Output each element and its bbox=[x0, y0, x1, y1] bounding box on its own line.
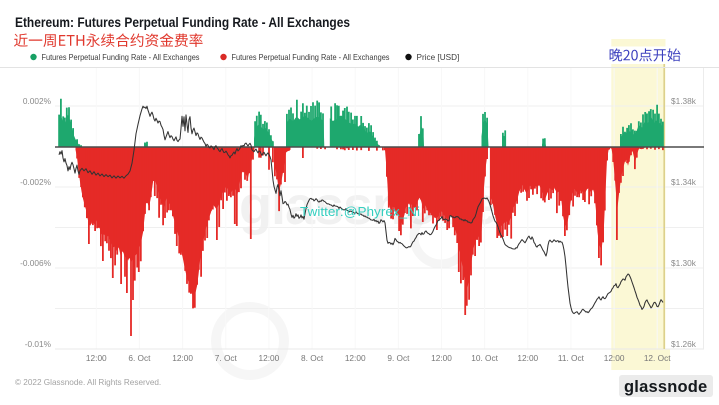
svg-text:12:00: 12:00 bbox=[172, 353, 193, 363]
svg-text:Twitter:@Phyrex_Ni: Twitter:@Phyrex_Ni bbox=[300, 204, 420, 219]
svg-text:Futures Perpetual Funding Rate: Futures Perpetual Funding Rate - All Exc… bbox=[42, 53, 200, 62]
svg-text:glassnode: glassnode bbox=[624, 378, 707, 396]
svg-text:12:00: 12:00 bbox=[517, 353, 538, 363]
svg-text:6. Oct: 6. Oct bbox=[128, 353, 151, 363]
svg-text:Futures Perpetual Funding Rate: Futures Perpetual Funding Rate - All Exc… bbox=[232, 53, 390, 62]
svg-text:0.002%: 0.002% bbox=[23, 96, 52, 106]
svg-text:-0.006%: -0.006% bbox=[20, 258, 52, 268]
svg-text:Ethereum: Futures Perpetual Fu: Ethereum: Futures Perpetual Funding Rate… bbox=[15, 14, 350, 30]
svg-text:$1.34k: $1.34k bbox=[671, 177, 697, 187]
svg-text:7. Oct: 7. Oct bbox=[215, 353, 238, 363]
svg-text:12:00: 12:00 bbox=[431, 353, 452, 363]
svg-text:$1.30k: $1.30k bbox=[671, 258, 697, 268]
svg-text:9. Oct: 9. Oct bbox=[387, 353, 410, 363]
svg-text:12. Oct: 12. Oct bbox=[644, 353, 671, 363]
svg-text:12:00: 12:00 bbox=[604, 353, 625, 363]
svg-text:8. Oct: 8. Oct bbox=[301, 353, 324, 363]
svg-text:10. Oct: 10. Oct bbox=[471, 353, 498, 363]
svg-text:$1.26k: $1.26k bbox=[671, 339, 697, 349]
svg-text:Price [USD]: Price [USD] bbox=[417, 53, 460, 62]
svg-text:12:00: 12:00 bbox=[86, 353, 107, 363]
svg-text:-0.01%: -0.01% bbox=[25, 339, 52, 349]
svg-text:12:00: 12:00 bbox=[259, 353, 280, 363]
svg-text:11. Oct: 11. Oct bbox=[558, 353, 585, 363]
svg-text:© 2022 Glassnode. All Rights R: © 2022 Glassnode. All Rights Reserved. bbox=[15, 378, 161, 387]
svg-text:$1.38k: $1.38k bbox=[671, 96, 697, 106]
svg-text:12:00: 12:00 bbox=[345, 353, 366, 363]
svg-text:-0.002%: -0.002% bbox=[20, 177, 52, 187]
